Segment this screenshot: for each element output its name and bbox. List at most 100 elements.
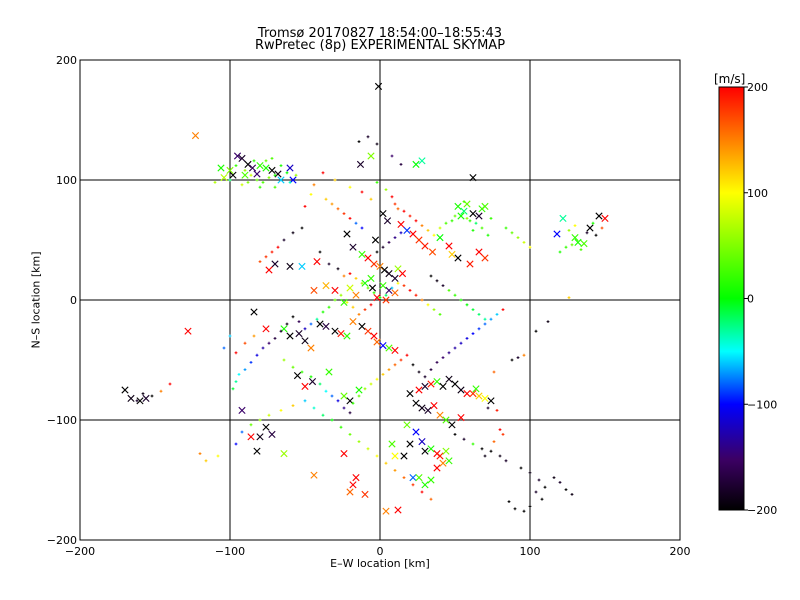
data-point-plus <box>393 469 397 472</box>
data-point-x <box>421 481 429 489</box>
data-point-x <box>271 260 279 268</box>
data-point-plus <box>342 406 346 410</box>
data-point-plus <box>381 245 385 249</box>
colorbar <box>719 87 744 510</box>
data-point-x <box>445 375 453 383</box>
data-point-plus <box>471 442 475 446</box>
data-point-plus <box>261 346 265 350</box>
data-point-plus <box>504 226 508 230</box>
colorbar-tick-label: −200 <box>747 504 777 517</box>
colorbar-tick-label: 0 <box>747 293 754 306</box>
data-point-plus <box>357 394 361 398</box>
data-point-plus <box>510 231 514 235</box>
data-point-plus <box>348 433 352 436</box>
data-point-x <box>343 332 351 340</box>
data-point-x <box>595 212 603 220</box>
data-point-plus <box>444 221 448 225</box>
data-point-plus <box>381 373 385 376</box>
data-point-plus <box>516 356 520 359</box>
data-point-plus <box>519 466 523 470</box>
data-point-x <box>382 296 390 304</box>
data-point-x <box>469 174 477 182</box>
data-point-plus <box>321 171 325 175</box>
data-point-plus <box>387 368 391 371</box>
data-point-plus <box>348 185 352 189</box>
data-point-x <box>391 289 399 297</box>
data-point-plus <box>558 481 562 484</box>
data-point-plus <box>318 250 322 254</box>
data-point-x <box>307 344 315 352</box>
data-point-x <box>316 320 324 328</box>
data-point-plus <box>273 337 277 340</box>
data-point-x <box>248 164 257 172</box>
data-point-x <box>427 476 435 484</box>
data-point-x <box>358 322 366 330</box>
data-point-plus <box>417 370 421 374</box>
y-axis-label: N–S location [km] <box>29 251 43 349</box>
data-point-plus <box>480 226 484 230</box>
data-point-plus <box>450 219 454 223</box>
data-point-plus <box>465 303 469 307</box>
data-point-x <box>421 382 429 390</box>
data-point-plus <box>309 193 313 196</box>
data-point-x <box>340 450 348 458</box>
data-point-plus <box>414 293 418 297</box>
data-point-plus <box>552 476 556 479</box>
data-point-plus <box>243 169 247 172</box>
colorbar-unit-label: [m/s] <box>714 72 746 86</box>
data-point-x <box>385 344 393 352</box>
data-point-x <box>442 447 450 455</box>
data-point-x <box>253 447 261 455</box>
data-point-plus <box>282 358 286 362</box>
data-point-plus <box>291 404 295 407</box>
data-point-x <box>412 428 420 436</box>
data-point-plus <box>402 476 406 479</box>
data-point-plus <box>255 178 259 182</box>
data-point-plus <box>324 389 328 393</box>
data-point-x <box>274 170 282 178</box>
data-point-x <box>349 318 357 326</box>
data-point-plus <box>399 163 403 166</box>
data-point-plus <box>528 471 532 475</box>
data-point-plus <box>357 313 361 316</box>
data-point-plus <box>309 322 313 326</box>
data-point-x <box>442 416 450 424</box>
data-point-x <box>415 236 423 244</box>
data-point-x <box>481 394 489 402</box>
data-point-x <box>229 171 237 179</box>
data-point-plus <box>471 332 475 335</box>
data-point-plus <box>342 274 346 278</box>
data-point-x <box>340 298 348 306</box>
data-point-plus <box>135 399 139 403</box>
data-point-plus <box>366 135 370 139</box>
data-point-x <box>322 282 330 290</box>
data-point-x <box>428 248 437 256</box>
colorbar-tick-label: 100 <box>747 187 768 200</box>
data-point-plus <box>264 159 268 163</box>
data-point-x <box>358 250 366 258</box>
data-point-plus <box>492 370 496 374</box>
data-point-x <box>475 212 483 220</box>
data-point-plus <box>570 493 574 496</box>
data-point-x <box>355 386 363 394</box>
data-point-x <box>340 392 348 400</box>
data-point-x <box>469 210 477 218</box>
data-point-plus <box>486 406 490 410</box>
data-point-x <box>379 282 387 290</box>
data-point-x <box>460 207 468 215</box>
data-point-x <box>415 474 423 482</box>
data-point-plus <box>330 418 334 422</box>
data-point-x <box>352 291 360 299</box>
data-point-plus <box>402 284 406 287</box>
data-point-x <box>454 202 462 210</box>
data-point-x <box>383 217 392 225</box>
data-point-plus <box>279 409 283 412</box>
data-point-plus <box>399 231 403 235</box>
data-point-plus <box>309 375 313 379</box>
data-point-plus <box>534 329 538 333</box>
data-point-x <box>373 294 381 302</box>
data-point-x <box>421 242 429 250</box>
data-point-plus <box>168 382 172 386</box>
data-point-x <box>439 382 447 390</box>
data-point-x <box>430 402 438 410</box>
